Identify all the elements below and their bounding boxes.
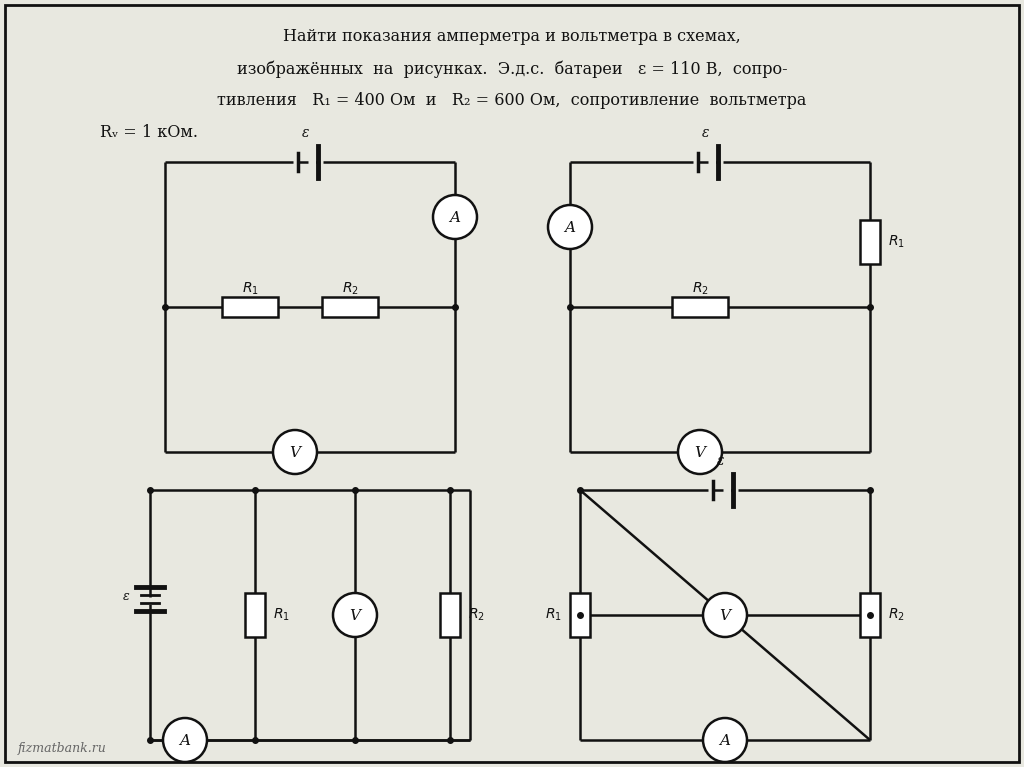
Text: A: A	[720, 734, 730, 748]
Text: $R_1$: $R_1$	[888, 234, 905, 250]
Text: A: A	[450, 211, 461, 225]
Circle shape	[703, 593, 746, 637]
Bar	[860, 220, 880, 264]
Text: тивления   R₁ = 400 Ом  и   R₂ = 600 Ом,  сопротивление  вольтметра: тивления R₁ = 400 Ом и R₂ = 600 Ом, сопр…	[217, 92, 807, 109]
Bar	[440, 593, 460, 637]
Text: V: V	[694, 446, 706, 460]
Text: fizmatbank.ru: fizmatbank.ru	[18, 742, 106, 755]
Circle shape	[433, 195, 477, 239]
Bar	[860, 593, 880, 637]
Text: $R_2$: $R_2$	[691, 281, 709, 297]
Text: $R_1$: $R_1$	[242, 281, 258, 297]
Circle shape	[273, 430, 317, 474]
Text: V: V	[349, 609, 360, 623]
Text: A: A	[564, 221, 575, 235]
Bar	[222, 297, 278, 317]
Text: Найти показания амперметра и вольтметра в схемах,: Найти показания амперметра и вольтметра …	[283, 28, 741, 45]
Circle shape	[163, 718, 207, 762]
Text: ε: ε	[302, 126, 309, 140]
Text: ε: ε	[717, 454, 725, 468]
Text: $R_1$: $R_1$	[545, 607, 562, 624]
Bar	[570, 593, 590, 637]
Text: Rᵥ = 1 кОм.: Rᵥ = 1 кОм.	[100, 124, 198, 141]
Text: изображённых  на  рисунках.  Э.д.с.  батареи   ε = 110 В,  сопро-: изображённых на рисунках. Э.д.с. батареи…	[237, 60, 787, 77]
Text: ε: ε	[123, 591, 130, 604]
Text: $R_2$: $R_2$	[468, 607, 484, 624]
Text: V: V	[720, 609, 730, 623]
Bar	[322, 297, 378, 317]
Circle shape	[703, 718, 746, 762]
Circle shape	[678, 430, 722, 474]
Bar	[245, 593, 265, 637]
Text: $R_2$: $R_2$	[342, 281, 358, 297]
Bar	[672, 297, 728, 317]
Text: A: A	[179, 734, 190, 748]
Text: $R_1$: $R_1$	[273, 607, 290, 624]
Text: ε: ε	[702, 126, 710, 140]
Text: $R_2$: $R_2$	[888, 607, 905, 624]
Circle shape	[548, 205, 592, 249]
Text: V: V	[290, 446, 300, 460]
Circle shape	[333, 593, 377, 637]
